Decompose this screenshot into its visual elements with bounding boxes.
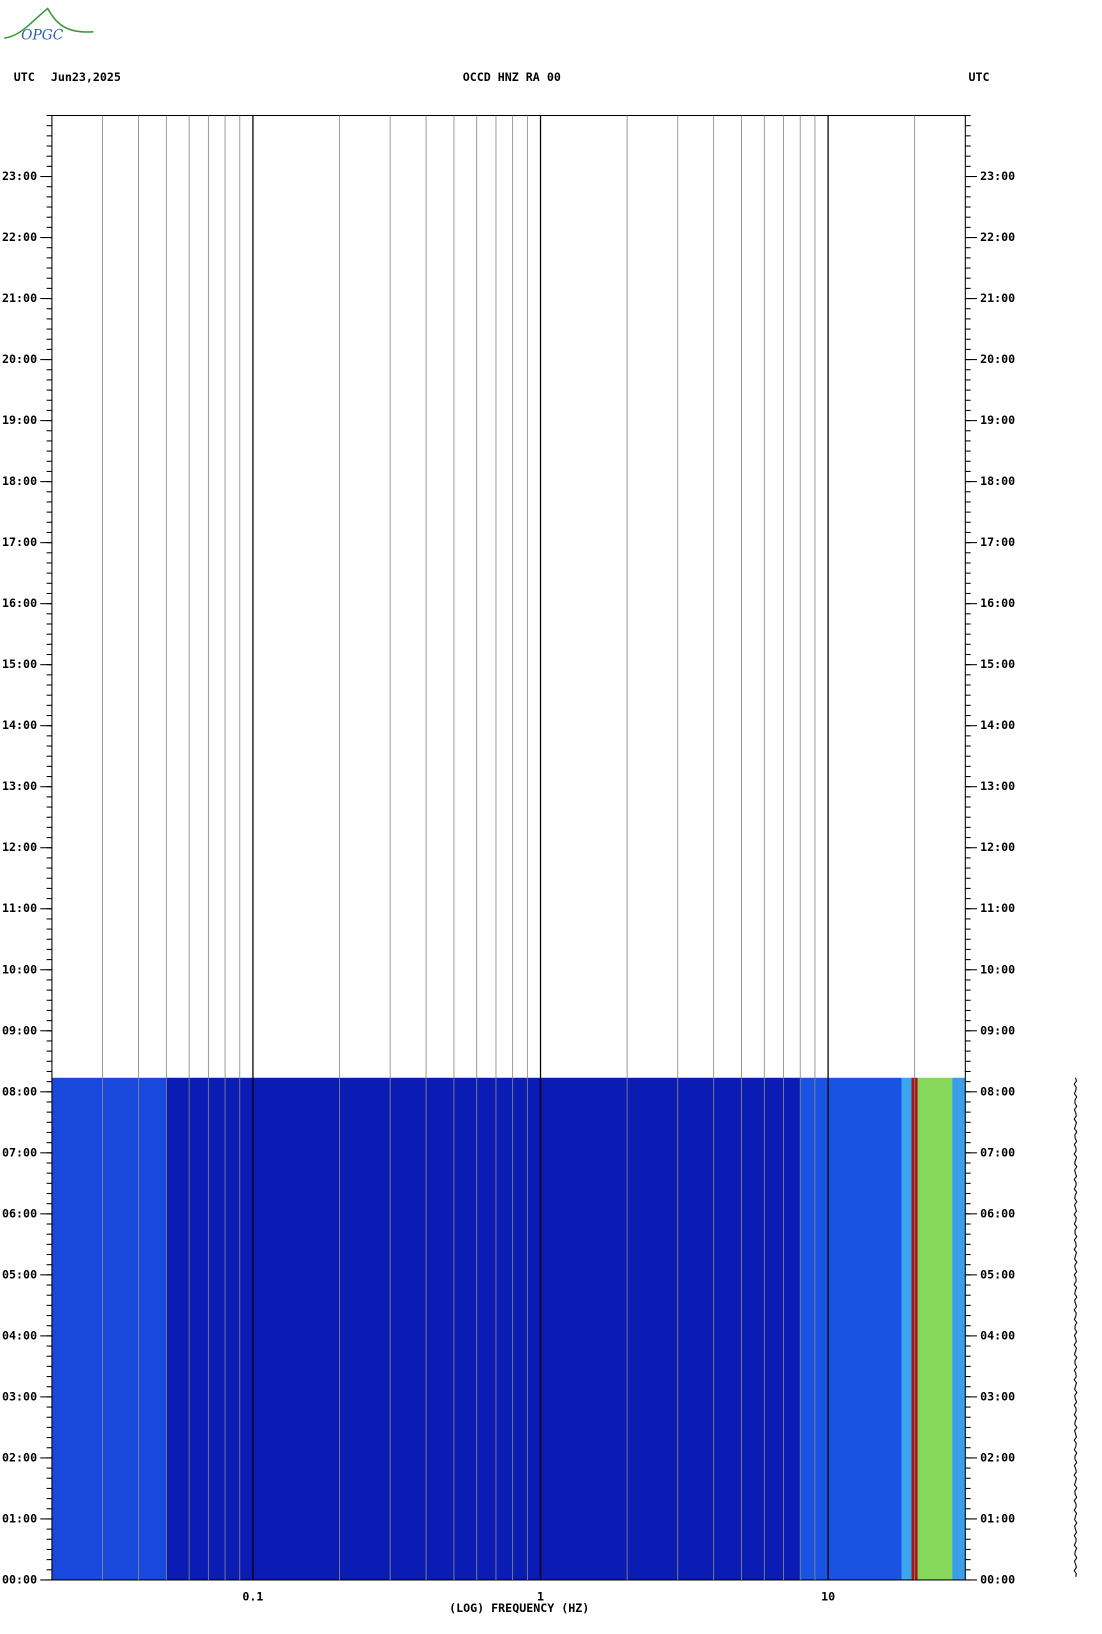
y-tick-label: 06:00 xyxy=(2,1206,37,1220)
y-tick-label: 19:00 xyxy=(2,413,37,427)
y-tick-label: 04:00 xyxy=(980,1328,1015,1342)
logo-curve xyxy=(4,7,94,39)
chart-title: OCCD HNZ RA 00 xyxy=(463,70,561,84)
y-tick-label: 05:00 xyxy=(980,1267,1015,1281)
y-tick-label: 15:00 xyxy=(980,657,1015,671)
plot: 0.1 1 10 00:00 00:00 01:00 01:00 02:00 02:00 03:0… xyxy=(2,114,1078,1603)
spectrogram-band xyxy=(51,1077,167,1580)
spectrogram-band xyxy=(952,1077,966,1580)
y-tick-label: 07:00 xyxy=(2,1145,37,1159)
y-tick-label: 12:00 xyxy=(980,840,1015,854)
y-tick-label: 03:00 xyxy=(980,1389,1015,1403)
y-tick-label: 20:00 xyxy=(2,352,37,366)
y-tick-label: 19:00 xyxy=(980,413,1015,427)
y-tick-label: 23:00 xyxy=(2,169,37,183)
y-tick-label: 07:00 xyxy=(980,1145,1015,1159)
x-tick-label: 1 xyxy=(537,1589,544,1603)
y-tick-label: 13:00 xyxy=(2,779,37,793)
logo: OPGC xyxy=(21,28,64,44)
y-tick-label: 08:00 xyxy=(980,1084,1015,1098)
y-tick-label: 10:00 xyxy=(2,962,37,976)
spectrogram-band xyxy=(800,1077,902,1580)
y-tick-label: 04:00 xyxy=(2,1328,37,1342)
y-tick-label: 11:00 xyxy=(980,901,1015,915)
y-tick-label: 01:00 xyxy=(980,1511,1015,1525)
y-tick-label: 00:00 xyxy=(980,1572,1015,1586)
y-tick-label: 13:00 xyxy=(980,779,1015,793)
y-tick-label: 08:00 xyxy=(2,1084,37,1098)
x-axis-label: (LOG) FREQUENCY (HZ) xyxy=(449,1601,589,1615)
y-tick-label: 10:00 xyxy=(980,962,1015,976)
seismic-trace xyxy=(1073,1077,1078,1577)
y-tick-label: 06:00 xyxy=(980,1206,1015,1220)
y-tick-label: 03:00 xyxy=(2,1389,37,1403)
y-tick-label: 01:00 xyxy=(2,1511,37,1525)
y-tick-label: 20:00 xyxy=(980,352,1015,366)
y-tick-label: 21:00 xyxy=(2,291,37,305)
y-tick-label: 09:00 xyxy=(980,1023,1015,1037)
y-tick-label: 22:00 xyxy=(2,230,37,244)
x-tick-label: 10 xyxy=(821,1589,835,1603)
y-tick-label: 09:00 xyxy=(2,1023,37,1037)
y-tick-label: 17:00 xyxy=(2,535,37,549)
header-right: UTC xyxy=(968,70,989,84)
spectrogram-band xyxy=(917,1077,953,1580)
y-tick-label: 15:00 xyxy=(2,657,37,671)
y-tick-label: 14:00 xyxy=(980,718,1015,732)
y-tick-label: 16:00 xyxy=(980,596,1015,610)
y-tick-label: 22:00 xyxy=(980,230,1015,244)
y-tick-label: 18:00 xyxy=(980,474,1015,488)
y-tick-label: 18:00 xyxy=(2,474,37,488)
y-tick-label: 00:00 xyxy=(2,1572,37,1586)
header-left: UTC xyxy=(14,70,35,84)
spectrogram-band xyxy=(901,1077,912,1580)
y-tick-label: 23:00 xyxy=(980,169,1015,183)
y-tick-label: 21:00 xyxy=(980,291,1015,305)
y-tick-label: 02:00 xyxy=(2,1450,37,1464)
y-tick-label: 14:00 xyxy=(2,718,37,732)
y-tick-label: 17:00 xyxy=(980,535,1015,549)
y-tick-label: 11:00 xyxy=(2,901,37,915)
y-tick-label: 05:00 xyxy=(2,1267,37,1281)
y-tick-label: 02:00 xyxy=(980,1450,1015,1464)
x-tick-label: 0.1 xyxy=(242,1589,263,1603)
spectrogram-band xyxy=(166,1077,801,1580)
y-tick-label: 16:00 xyxy=(2,596,37,610)
date: Jun23,2025 xyxy=(51,70,121,84)
y-tick-label: 12:00 xyxy=(2,840,37,854)
